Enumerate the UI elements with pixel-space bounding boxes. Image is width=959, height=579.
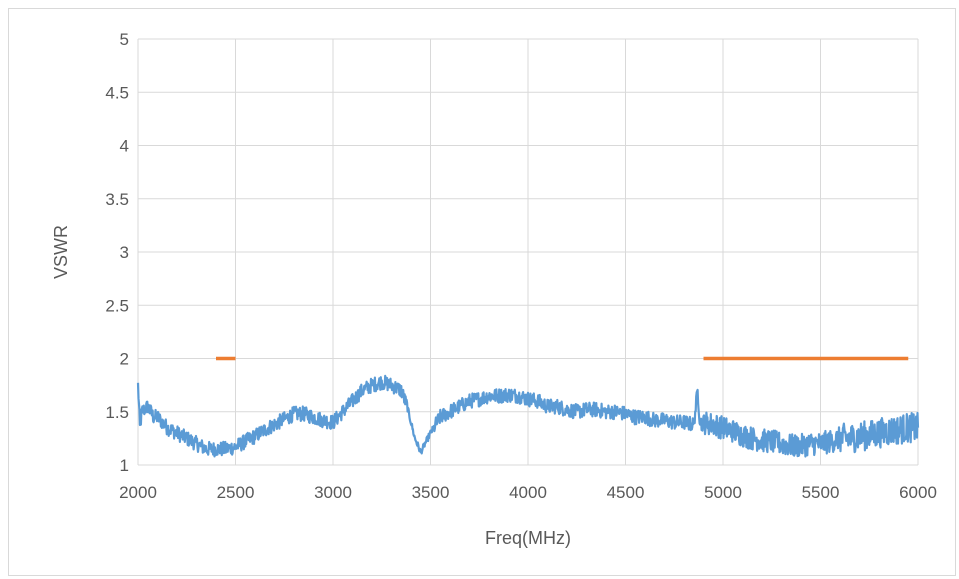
x-tick-label: 3500 xyxy=(412,483,450,502)
y-tick-label: 4 xyxy=(120,137,129,156)
series-layer xyxy=(136,356,920,458)
y-tick-label: 2.5 xyxy=(105,296,129,315)
y-tick-label: 1.5 xyxy=(105,403,129,422)
x-tick-label: 5500 xyxy=(802,483,840,502)
y-tick-label: 3 xyxy=(120,243,129,262)
y-tick-label: 3.5 xyxy=(105,190,129,209)
x-tick-label: 2500 xyxy=(217,483,255,502)
vswr-measured-line xyxy=(136,374,920,458)
y-tick-label: 2 xyxy=(120,350,129,369)
x-tick-label: 4000 xyxy=(509,483,547,502)
x-tick-label: 3000 xyxy=(314,483,352,502)
vswr-chart: 1 1.5 2 2.5 3 3.5 4 4.5 5 2000 2500 3000 3500 4000 450… xyxy=(51,30,937,548)
y-tick-label: 5 xyxy=(120,30,129,49)
x-axis-title: Freq(MHz) xyxy=(485,528,571,548)
x-tick-label: 6000 xyxy=(899,483,937,502)
chart-frame: 1 1.5 2 2.5 3 3.5 4 4.5 5 2000 2500 3000 3500 4000 450… xyxy=(8,8,956,576)
x-tick-label: 5000 xyxy=(704,483,742,502)
y-tick-label: 1 xyxy=(120,456,129,475)
x-tick-label: 2000 xyxy=(119,483,157,502)
y-axis-title: VSWR xyxy=(51,225,71,279)
y-tick-label: 4.5 xyxy=(105,83,129,102)
tick-labels: 1 1.5 2 2.5 3 3.5 4 4.5 5 2000 2500 3000 3500 4000 450… xyxy=(105,30,937,502)
x-tick-label: 4500 xyxy=(607,483,645,502)
